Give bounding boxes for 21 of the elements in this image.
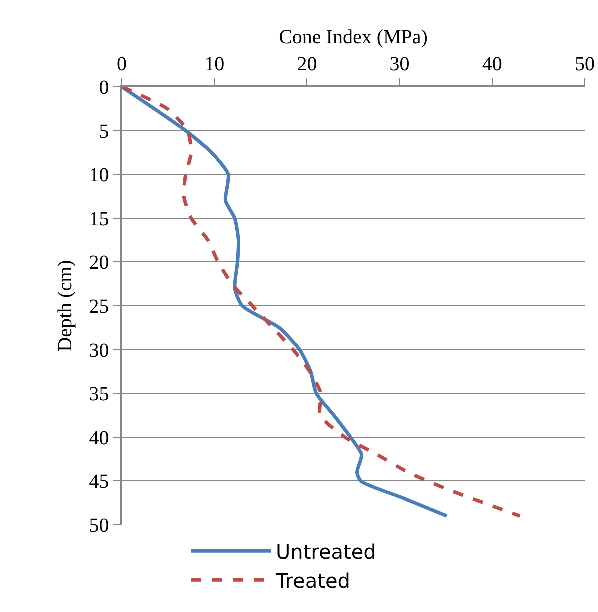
x-tick-label: 50 (575, 53, 595, 76)
x-tick-label: 30 (390, 53, 410, 76)
x-tick-label: 20 (297, 53, 318, 76)
y-tick-label: 10 (89, 164, 110, 187)
y-axis-title: Depth (cm) (54, 260, 76, 352)
x-axis-title: Cone Index (MPa) (279, 26, 428, 48)
x-tick-label: 40 (482, 53, 502, 76)
y-tick-label: 25 (89, 296, 110, 318)
y-tick-label: 0 (99, 77, 110, 99)
y-tick-label: 35 (89, 384, 110, 406)
y-tick-label: 50 (89, 515, 110, 537)
y-tick-label: 30 (89, 340, 110, 362)
y-tick-label: 5 (99, 120, 110, 143)
y-tick-label: 40 (89, 427, 110, 450)
legend-label: Treated (275, 568, 350, 593)
y-tick-label: 20 (89, 252, 110, 274)
legend-label: Untreated (276, 540, 376, 564)
y-tick-label: 15 (89, 208, 110, 230)
x-tick-label: 0 (117, 53, 127, 76)
x-tick-label: 10 (204, 53, 225, 76)
y-tick-label: 45 (89, 471, 110, 494)
